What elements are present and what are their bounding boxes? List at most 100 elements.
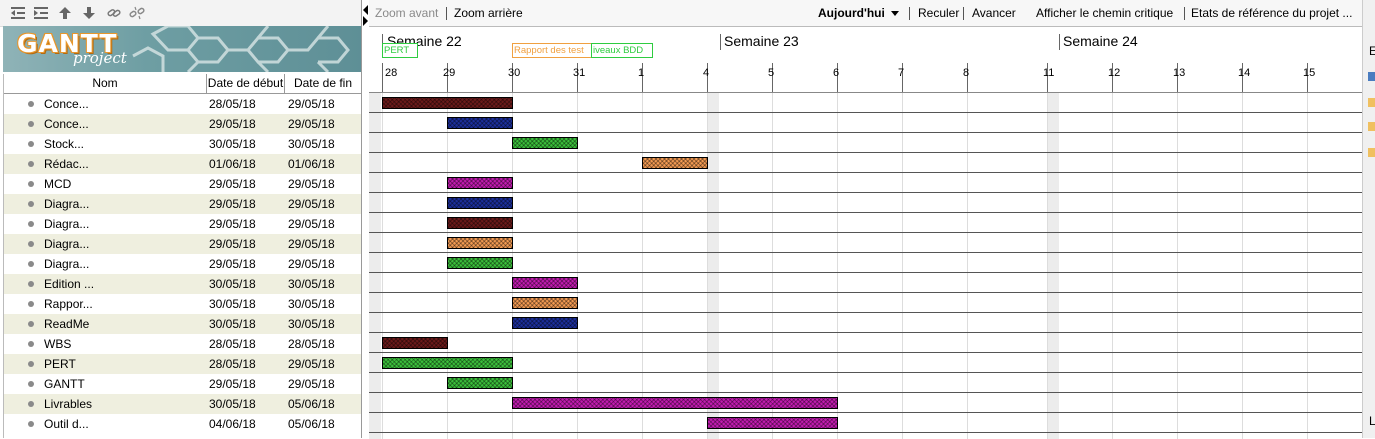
zoom-in-button[interactable]: Zoom avant <box>375 6 439 20</box>
task-bar[interactable] <box>642 157 708 169</box>
table-row[interactable]: MCD 29/05/18 29/05/18 <box>4 174 362 194</box>
task-bar[interactable] <box>382 337 448 349</box>
task-end-date[interactable]: 28/05/18 <box>288 337 335 351</box>
task-start-date[interactable]: 28/05/18 <box>209 97 256 111</box>
task-bar[interactable] <box>447 377 513 389</box>
gantt-chart-area[interactable] <box>369 92 1362 439</box>
task-start-date[interactable]: 29/05/18 <box>209 217 256 231</box>
back-button[interactable]: Reculer <box>918 6 960 20</box>
task-name[interactable]: Stock... <box>44 137 85 151</box>
task-bar[interactable] <box>512 137 578 149</box>
task-start-date[interactable]: 30/05/18 <box>209 397 256 411</box>
task-name[interactable]: Livrables <box>44 397 93 411</box>
forward-button[interactable]: Avancer <box>972 6 1016 20</box>
folder-icon[interactable] <box>1368 148 1375 157</box>
table-row[interactable]: Conce... 29/05/18 29/05/18 <box>4 114 362 134</box>
task-name[interactable]: Diagra... <box>44 217 90 231</box>
task-name[interactable]: Rappor... <box>44 297 93 311</box>
task-name[interactable]: Rédac... <box>44 157 89 171</box>
task-end-date[interactable]: 29/05/18 <box>288 117 335 131</box>
task-end-date[interactable]: 05/06/18 <box>288 417 335 431</box>
task-start-date[interactable]: 29/05/18 <box>209 177 256 191</box>
task-name[interactable]: Diagra... <box>44 237 90 251</box>
folder-icon[interactable] <box>1368 98 1375 107</box>
task-bar[interactable] <box>382 97 513 109</box>
table-row[interactable]: Diagra... 29/05/18 29/05/18 <box>4 254 362 274</box>
link-icon[interactable] <box>106 5 122 21</box>
table-row[interactable]: PERT 28/05/18 29/05/18 <box>4 354 362 374</box>
table-row[interactable]: Rappor... 30/05/18 30/05/18 <box>4 294 362 314</box>
task-end-date[interactable]: 29/05/18 <box>288 237 335 251</box>
task-name[interactable]: ReadMe <box>44 317 90 331</box>
task-name[interactable]: Outil d... <box>44 417 89 431</box>
task-end-date[interactable]: 29/05/18 <box>288 197 335 211</box>
task-end-date[interactable]: 29/05/18 <box>288 97 335 111</box>
task-name[interactable]: Conce... <box>44 97 89 111</box>
task-start-date[interactable]: 28/05/18 <box>209 357 256 371</box>
move-up-icon[interactable] <box>57 5 73 21</box>
collapse-left-icon[interactable] <box>363 5 368 15</box>
task-start-date[interactable]: 29/05/18 <box>209 257 256 271</box>
table-row[interactable]: WBS 28/05/18 28/05/18 <box>4 334 362 354</box>
task-start-date[interactable]: 30/05/18 <box>209 137 256 151</box>
task-start-date[interactable]: 04/06/18 <box>209 417 256 431</box>
task-bar[interactable] <box>707 417 838 429</box>
table-row[interactable]: Conce... 28/05/18 29/05/18 <box>4 94 362 114</box>
milestone-label[interactable]: PERT <box>382 43 418 58</box>
task-name[interactable]: WBS <box>44 337 72 351</box>
task-start-date[interactable]: 30/05/18 <box>209 297 256 311</box>
table-row[interactable]: GANTT 29/05/18 29/05/18 <box>4 374 362 394</box>
table-row[interactable]: Rédac... 01/06/18 01/06/18 <box>4 154 362 174</box>
task-start-date[interactable]: 30/05/18 <box>209 277 256 291</box>
baselines-button[interactable]: Etats de référence du projet ... <box>1191 6 1353 20</box>
folder-icon[interactable] <box>1368 122 1375 131</box>
task-start-date[interactable]: 30/05/18 <box>209 317 256 331</box>
table-row[interactable]: Outil d... 04/06/18 05/06/18 <box>4 414 362 434</box>
table-row[interactable]: Livrables 30/05/18 05/06/18 <box>4 394 362 414</box>
task-name[interactable]: Conce... <box>44 117 89 131</box>
task-type-icon[interactable] <box>1368 72 1375 81</box>
unlink-icon[interactable] <box>129 5 145 21</box>
task-end-date[interactable]: 29/05/18 <box>288 357 335 371</box>
task-start-date[interactable]: 29/05/18 <box>209 197 256 211</box>
task-bar[interactable] <box>512 397 838 409</box>
task-end-date[interactable]: 01/06/18 <box>288 157 335 171</box>
table-row[interactable]: Stock... 30/05/18 30/05/18 <box>4 134 362 154</box>
task-end-date[interactable]: 29/05/18 <box>288 377 335 391</box>
milestone-label[interactable]: iveaux BDD <box>591 43 653 58</box>
task-bar[interactable] <box>447 117 513 129</box>
task-start-date[interactable]: 29/05/18 <box>209 117 256 131</box>
task-start-date[interactable]: 01/06/18 <box>209 157 256 171</box>
task-name[interactable]: Diagra... <box>44 257 90 271</box>
table-row[interactable]: Diagra... 29/05/18 29/05/18 <box>4 234 362 254</box>
task-end-date[interactable]: 30/05/18 <box>288 317 335 331</box>
task-bar[interactable] <box>447 177 513 189</box>
column-header-name[interactable]: Nom <box>4 74 207 93</box>
task-end-date[interactable]: 29/05/18 <box>288 257 335 271</box>
collapse-right-icon[interactable] <box>363 16 368 26</box>
task-name[interactable]: MCD <box>44 177 72 191</box>
task-name[interactable]: Diagra... <box>44 197 90 211</box>
task-start-date[interactable]: 29/05/18 <box>209 237 256 251</box>
task-bar[interactable] <box>512 277 578 289</box>
task-bar[interactable] <box>447 197 513 209</box>
task-end-date[interactable]: 30/05/18 <box>288 137 335 151</box>
task-name[interactable]: Edition ... <box>44 277 95 291</box>
panel-splitter[interactable] <box>361 0 370 438</box>
zoom-out-button[interactable]: Zoom arrière <box>454 6 523 20</box>
task-end-date[interactable]: 05/06/18 <box>288 397 335 411</box>
outdent-icon[interactable] <box>10 5 26 21</box>
task-start-date[interactable]: 28/05/18 <box>209 337 256 351</box>
task-end-date[interactable]: 30/05/18 <box>288 277 335 291</box>
table-row[interactable]: ReadMe 30/05/18 30/05/18 <box>4 314 362 334</box>
table-row[interactable]: Diagra... 29/05/18 29/05/18 <box>4 194 362 214</box>
today-dropdown-icon[interactable] <box>891 11 899 16</box>
task-bar[interactable] <box>382 357 513 369</box>
task-bar[interactable] <box>512 317 578 329</box>
column-header-end[interactable]: Date de fin <box>293 76 353 90</box>
task-end-date[interactable]: 29/05/18 <box>288 217 335 231</box>
task-bar[interactable] <box>447 257 513 269</box>
task-bar[interactable] <box>447 237 513 249</box>
task-bar[interactable] <box>447 217 513 229</box>
indent-icon[interactable] <box>33 5 49 21</box>
